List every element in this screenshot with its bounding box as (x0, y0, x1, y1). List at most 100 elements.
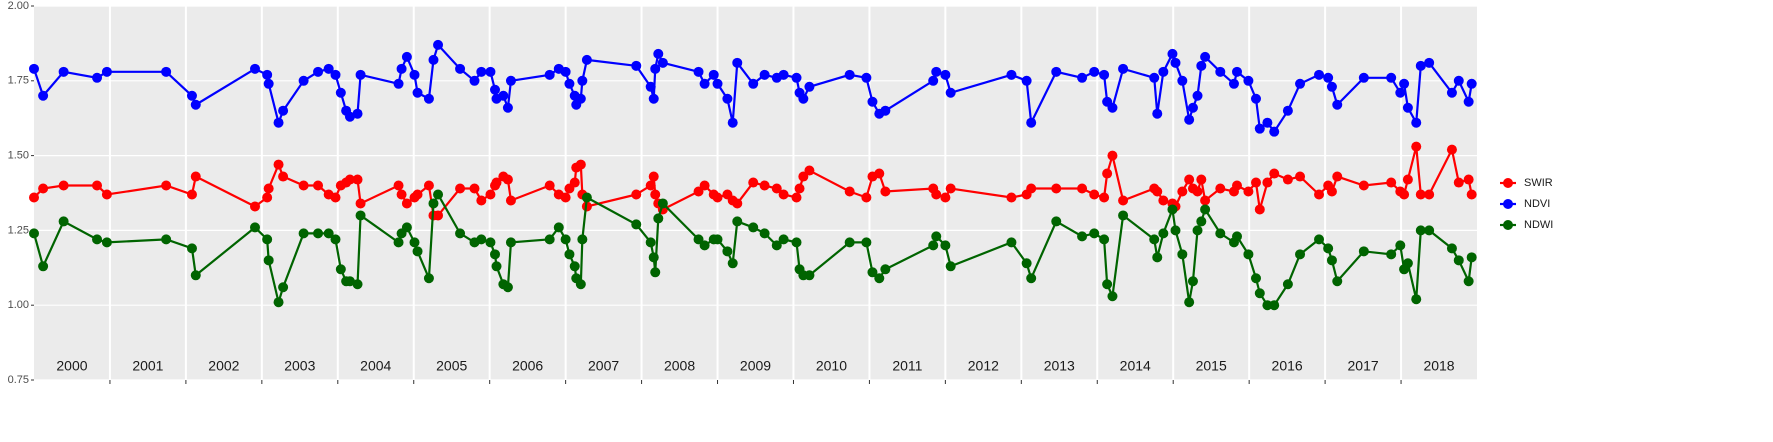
year-label: 2012 (968, 358, 999, 374)
data-point (577, 75, 588, 86)
data-point (344, 276, 355, 287)
data-point (940, 69, 951, 80)
data-point (569, 261, 580, 272)
y-tick-label: 1.50 (8, 150, 29, 162)
data-point (396, 189, 407, 200)
data-point (1118, 195, 1129, 206)
year-label: 2005 (436, 358, 467, 374)
data-point (1187, 276, 1198, 287)
data-point (1051, 216, 1062, 227)
data-point (880, 186, 891, 197)
data-point (38, 90, 49, 101)
data-point (648, 252, 659, 263)
data-point (693, 66, 704, 77)
data-point (1386, 72, 1397, 83)
data-point (476, 234, 487, 245)
year-label: 2015 (1196, 358, 1227, 374)
data-point (631, 189, 642, 200)
data-point (262, 69, 273, 80)
data-point (335, 264, 346, 275)
data-point (1196, 216, 1207, 227)
data-point (544, 234, 555, 245)
data-point (1453, 177, 1464, 188)
data-point (262, 192, 273, 203)
data-point (1446, 144, 1457, 155)
data-point (1215, 228, 1226, 239)
year-label: 2000 (56, 358, 87, 374)
data-point (771, 183, 782, 194)
data-point (1395, 240, 1406, 251)
data-point (732, 216, 743, 227)
data-point (759, 69, 770, 80)
data-point (1424, 225, 1435, 236)
data-point (263, 78, 274, 89)
data-point (393, 180, 404, 191)
data-point (263, 183, 274, 194)
data-point (1026, 183, 1037, 194)
data-point (1215, 66, 1226, 77)
data-point (101, 237, 112, 248)
data-point (928, 240, 939, 251)
data-point (778, 189, 789, 200)
data-point (1167, 48, 1178, 59)
data-point (190, 270, 201, 281)
data-point (29, 63, 39, 74)
legend-marker (1503, 199, 1513, 209)
year-label: 2010 (816, 358, 847, 374)
data-point (1243, 249, 1254, 260)
data-point (1262, 177, 1273, 188)
data-point (1415, 60, 1426, 71)
data-point (1250, 273, 1261, 284)
data-point (1250, 93, 1261, 104)
data-point (722, 246, 733, 257)
data-point (490, 249, 501, 260)
data-point (1089, 66, 1100, 77)
data-point (1269, 300, 1280, 311)
data-point (298, 180, 309, 191)
data-point (732, 57, 743, 68)
data-point (1326, 81, 1337, 92)
data-point (1107, 291, 1118, 302)
data-point (575, 159, 586, 170)
data-point (577, 234, 588, 245)
data-point (1399, 78, 1410, 89)
data-point (874, 273, 885, 284)
data-point (502, 102, 513, 113)
data-point (1152, 252, 1163, 263)
data-point (722, 93, 733, 104)
data-point (1118, 63, 1129, 74)
data-point (469, 75, 480, 86)
data-point (844, 186, 855, 197)
data-point (278, 171, 289, 182)
data-point (1177, 186, 1188, 197)
data-point (1402, 174, 1413, 185)
data-point (273, 297, 284, 308)
data-point (1051, 183, 1062, 194)
data-point (1466, 252, 1477, 263)
data-point (1099, 234, 1110, 245)
data-point (1177, 249, 1188, 260)
data-point (1152, 108, 1163, 119)
data-point (791, 237, 802, 248)
data-point (1107, 102, 1118, 113)
data-point (931, 189, 942, 200)
data-point (931, 231, 942, 242)
data-point (1250, 177, 1261, 188)
data-point (778, 69, 789, 80)
year-label: 2004 (360, 358, 391, 374)
data-point (278, 105, 289, 116)
data-point (1158, 195, 1169, 206)
data-point (491, 177, 502, 188)
data-point (455, 183, 466, 194)
data-point (945, 261, 956, 272)
data-point (161, 180, 172, 191)
data-point (1215, 183, 1226, 194)
data-point (581, 192, 592, 203)
data-point (1358, 72, 1369, 83)
data-point (560, 66, 571, 77)
data-point (1196, 60, 1207, 71)
data-point (476, 195, 487, 206)
data-point (645, 180, 656, 191)
data-point (330, 69, 341, 80)
